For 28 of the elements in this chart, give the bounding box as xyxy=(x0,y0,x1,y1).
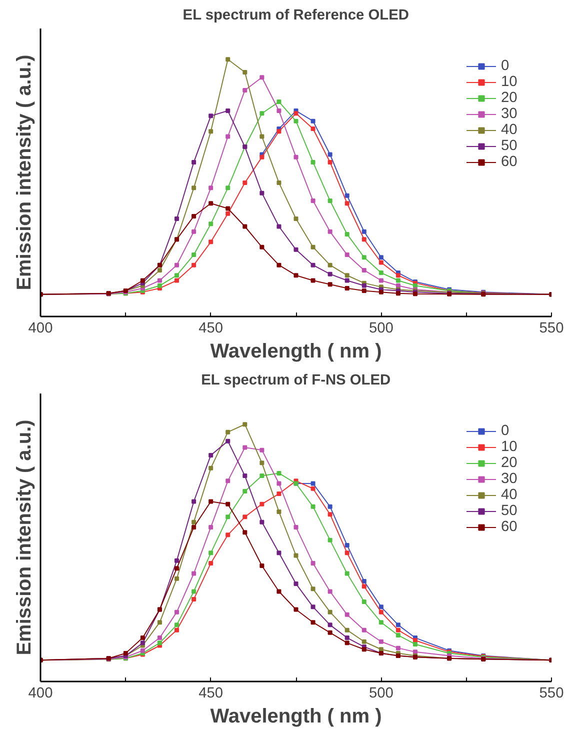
y-axis-title: Emission intensity ( a.u.) xyxy=(14,54,36,290)
x-axis-title: Wavelength ( nm ) xyxy=(210,706,382,728)
x-tick-label: 500 xyxy=(368,320,394,336)
x-tick-label: 550 xyxy=(539,320,564,336)
legend-label: 40 xyxy=(501,122,518,138)
legend-label: 30 xyxy=(501,106,518,122)
chart-title: EL spectrum of F-NS OLED xyxy=(201,372,391,388)
legend-label: 30 xyxy=(501,471,518,487)
chart-title: EL spectrum of Reference OLED xyxy=(182,8,409,24)
x-tick-label: 450 xyxy=(198,320,224,336)
x-tick-label: 400 xyxy=(28,686,53,702)
legend-label: 50 xyxy=(501,503,518,519)
legend-label: 0 xyxy=(501,423,510,439)
legend-label: 10 xyxy=(501,439,518,455)
y-axis-title: Emission intensity ( a.u.) xyxy=(14,420,36,656)
legend-label: 50 xyxy=(501,138,518,154)
legend-label: 60 xyxy=(501,519,518,535)
x-axis-title: Wavelength ( nm ) xyxy=(210,340,382,362)
legend-label: 20 xyxy=(501,455,518,471)
legend-label: 10 xyxy=(501,74,518,90)
x-tick-label: 400 xyxy=(28,320,53,336)
x-tick-label: 550 xyxy=(539,686,564,702)
legend-label: 0 xyxy=(501,58,510,74)
x-tick-label: 450 xyxy=(198,686,224,702)
legend-label: 40 xyxy=(501,487,518,503)
x-tick-label: 500 xyxy=(368,686,394,702)
legend-label: 60 xyxy=(501,154,518,170)
legend-label: 20 xyxy=(501,90,518,106)
